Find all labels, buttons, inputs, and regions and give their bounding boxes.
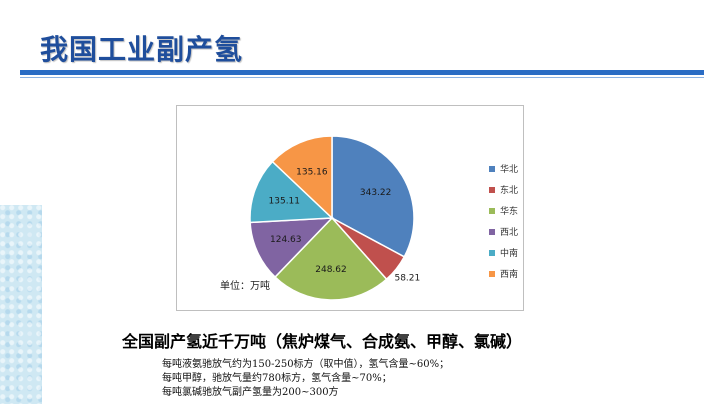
legend-label: 华北 xyxy=(500,165,519,175)
legend-item-4: 中南 xyxy=(489,242,518,263)
title-divider-thin xyxy=(20,77,704,78)
pie-chart-frame: 343.22 58.21 248.62 124.63 135.11 135.16 单位：万… xyxy=(176,105,524,311)
decorative-texture xyxy=(0,205,42,404)
note-line: 每吨氯碱驰放气副产氢量为200~300方 xyxy=(162,387,339,398)
unit-label: 单位：万吨 xyxy=(220,281,270,292)
legend-swatch xyxy=(489,249,495,256)
pie-slice-0 xyxy=(331,135,415,258)
legend-item-3: 西北 xyxy=(489,221,518,242)
legend-swatch xyxy=(489,228,495,235)
pie-data-label-5: 135.16 xyxy=(296,167,328,177)
legend-label: 西南 xyxy=(500,270,519,280)
slide-title: 我国工业副产氢 xyxy=(40,33,244,66)
pie-slice-2 xyxy=(274,216,388,301)
legend-label: 中南 xyxy=(500,249,519,259)
notes: 每吨液氨驰放气约为150-250标方（取中值），氢气含量~60%； 每吨甲醇，驰… xyxy=(162,358,449,400)
pie-chart: 343.22 58.21 248.62 124.63 135.11 135.16 xyxy=(249,135,420,301)
note-line: 每吨液氨驰放气约为150-250标方（取中值），氢气含量~60%； xyxy=(162,359,450,370)
pie-slice-5 xyxy=(271,135,333,220)
pie-data-label-4: 135.11 xyxy=(269,196,301,206)
pie-slice-3 xyxy=(249,217,334,279)
legend-item-2: 华东 xyxy=(489,200,518,221)
legend-label: 西北 xyxy=(500,228,519,238)
legend-item-5: 西南 xyxy=(489,263,518,284)
legend-swatch xyxy=(489,270,495,277)
pie-data-label-1: 58.21 xyxy=(394,273,420,283)
legend-item-1: 东北 xyxy=(489,179,518,200)
pie-data-label-0: 343.22 xyxy=(360,188,392,198)
legend-label: 华东 xyxy=(500,207,519,217)
legend-item-0: 华北 xyxy=(489,158,518,179)
legend-label: 东北 xyxy=(500,186,519,196)
chart-legend: 华北东北华东西北中南西南 xyxy=(489,158,518,284)
subtitle: 全国副产氢近千万吨（焦炉煤气、合成氨、甲醇、氯碱） xyxy=(122,332,523,351)
pie-data-label-3: 124.63 xyxy=(270,235,302,245)
legend-swatch xyxy=(489,207,495,214)
pie-slice-4 xyxy=(249,160,334,224)
legend-swatch xyxy=(489,165,495,172)
title-divider xyxy=(20,70,704,75)
legend-swatch xyxy=(489,186,495,193)
pie-data-label-2: 248.62 xyxy=(315,265,347,275)
note-line: 每吨甲醇，驰放气量约780标方，氢气含量~70%； xyxy=(162,373,392,384)
